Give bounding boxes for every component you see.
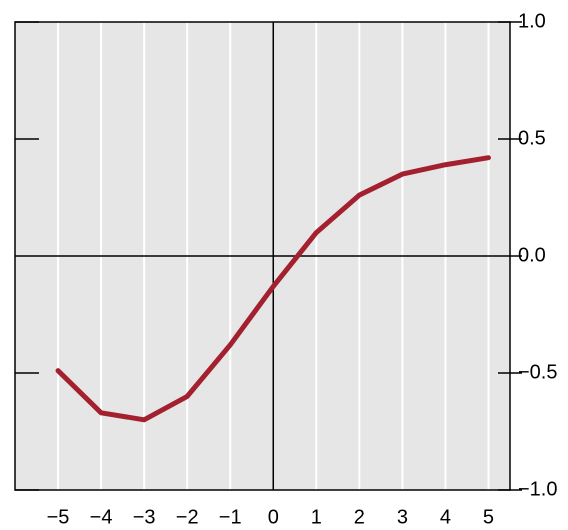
y-tick-label: 0.5 (518, 127, 546, 149)
x-tick-label: −5 (47, 506, 70, 528)
x-tick-label: 0 (268, 506, 279, 528)
line (55, 155, 491, 423)
plot-frame (14, 21, 511, 491)
x-tick-label: −3 (133, 506, 156, 528)
y-tick-label: 1.0 (518, 10, 546, 32)
x-tick-label: 2 (354, 506, 365, 528)
x-tick-label: 5 (483, 506, 494, 528)
x-tick-label: 3 (397, 506, 408, 528)
x-tick-label: −4 (90, 506, 113, 528)
y-tick-label: −0.5 (518, 361, 557, 383)
y-tick-label: 0.0 (518, 244, 546, 266)
x-tick-label: −2 (176, 506, 199, 528)
x-tick-label: 1 (311, 506, 322, 528)
x-tick-label: −1 (219, 506, 242, 528)
y-tick-label: −1.0 (518, 478, 557, 500)
x-tick-label: 4 (440, 506, 451, 528)
